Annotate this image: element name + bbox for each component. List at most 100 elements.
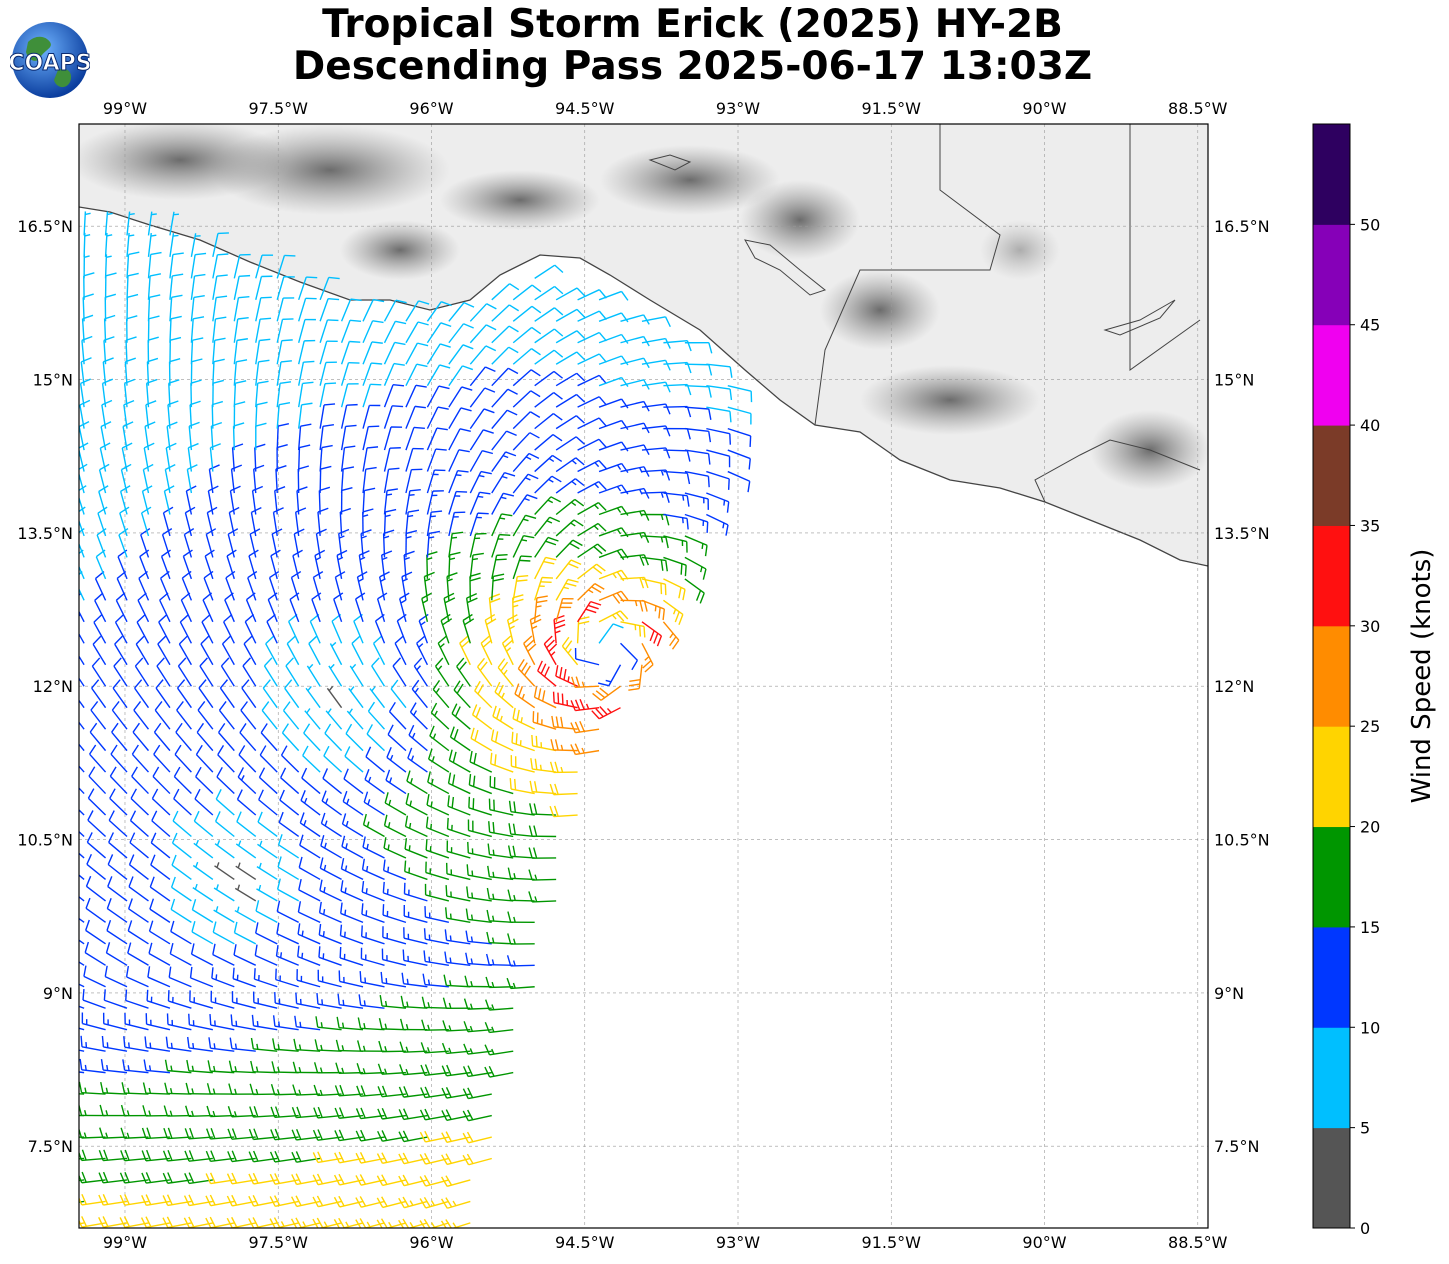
wind-barb (598, 548, 629, 561)
wind-barb (592, 685, 621, 701)
wind-barb (380, 550, 393, 579)
wind-barb (443, 974, 471, 988)
wind-barb (509, 778, 535, 795)
wind-barb (510, 755, 535, 773)
wind-barb (663, 513, 689, 530)
wind-barb (107, 854, 128, 880)
wind-barb (90, 700, 107, 730)
wind-barb (362, 383, 382, 408)
wind-barb (79, 485, 87, 515)
wind-barb (340, 857, 364, 881)
wind-barb (598, 419, 629, 431)
wind-barb (382, 529, 395, 558)
wind-barb (663, 556, 687, 577)
wind-barb (148, 942, 171, 966)
wind-barb (227, 1128, 256, 1140)
wind-barb (324, 723, 343, 752)
wind-barb (641, 642, 654, 673)
wind-barb (684, 427, 712, 443)
wind-barb (528, 869, 557, 881)
wind-barb (641, 599, 666, 621)
wind-barb (251, 1014, 278, 1031)
colorbar: 0 5 10 15 20 25 30 35 40 45 50 (1312, 123, 1380, 1238)
wind-barb (79, 1149, 106, 1162)
wind-barb (281, 723, 300, 752)
map-frame (78, 123, 1209, 1229)
wind-barb (383, 299, 407, 322)
wind-barb (196, 722, 214, 752)
wind-barb (507, 845, 535, 859)
lon-tick-label-bottom: 97.5°W (249, 1233, 309, 1252)
wind-barb (577, 543, 607, 559)
wind-barb (79, 808, 85, 816)
wind-barb (430, 702, 450, 730)
wind-barb (485, 976, 514, 989)
lon-tick-label-top: 99°W (103, 99, 147, 118)
wind-barb (301, 767, 321, 795)
wind-barb (362, 813, 385, 838)
wind-barb (445, 885, 471, 902)
wind-barb (91, 679, 107, 709)
wind-barb (164, 1082, 192, 1095)
wind-barb (127, 920, 149, 945)
wind-barb (466, 886, 492, 902)
wind-barb (193, 810, 214, 838)
wind-barb (274, 992, 299, 1009)
wind-barb (165, 442, 177, 472)
wind-barb (248, 549, 259, 580)
wind-barb (451, 703, 471, 730)
wind-barb (531, 734, 557, 752)
wind-barb (551, 715, 578, 730)
wind-barb (165, 1036, 192, 1052)
wind-barb (339, 946, 364, 966)
wind-barb (289, 592, 300, 623)
wind-barb (139, 549, 150, 580)
wind-barb (82, 989, 106, 1009)
wind-barb (426, 406, 449, 429)
wind-barb (497, 658, 514, 687)
wind-barb (194, 788, 214, 816)
wind-barb (549, 761, 578, 774)
wind-barb (297, 444, 311, 472)
wind-barb (383, 341, 406, 365)
wind-barb (517, 658, 536, 687)
wind-barb (234, 906, 257, 923)
wind-barb (169, 252, 184, 279)
wind-barb (129, 832, 149, 859)
wind-barb (494, 681, 514, 709)
wind-barb (423, 571, 435, 601)
wind-barb (425, 861, 450, 881)
wind-barb (297, 945, 321, 966)
wind-barb (488, 821, 514, 838)
wind-barb (555, 498, 585, 516)
wind-barb (200, 635, 214, 666)
wind-barb (147, 315, 160, 343)
wind-barb (423, 928, 449, 945)
wind-barb (79, 765, 85, 773)
wind-barb (371, 657, 386, 687)
wind-barb (447, 795, 471, 816)
wind-barb (448, 323, 474, 344)
lon-tick-label-top: 91.5°W (862, 99, 922, 118)
wind-barb (553, 614, 566, 644)
wind-barb (684, 384, 712, 398)
wind-barb (404, 815, 428, 838)
lat-tick-label-left: 10.5°N (17, 831, 73, 850)
wind-barb (153, 722, 171, 752)
wind-barb (190, 358, 203, 386)
wind-barb (79, 874, 85, 880)
wind-barb (317, 969, 342, 988)
wind-barb (285, 657, 300, 687)
wind-barb (340, 902, 364, 924)
wind-barb (423, 950, 449, 966)
wind-barb (297, 423, 312, 451)
wind-barb (162, 506, 174, 537)
wind-barb (465, 593, 478, 622)
wind-barb (322, 768, 343, 795)
wind-barb (534, 391, 563, 408)
wind-barb (79, 1114, 85, 1117)
wind-barb (491, 451, 517, 472)
wind-barb (79, 1071, 85, 1074)
wind-barb (555, 665, 578, 687)
wind-barb (319, 879, 342, 902)
